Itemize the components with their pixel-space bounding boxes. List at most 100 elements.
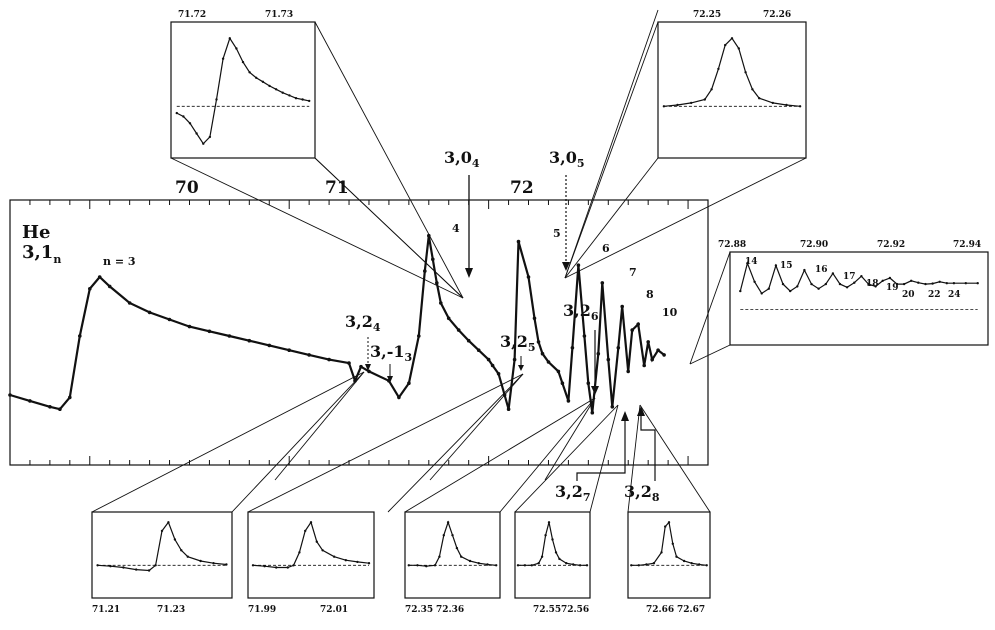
inset-rydberg-point bbox=[860, 275, 863, 278]
inset-rydberg-point bbox=[931, 282, 934, 285]
main-series-point bbox=[516, 239, 521, 244]
inset-3-0-5-point bbox=[785, 103, 788, 107]
resonance-label-3-2-5: 3,25 bbox=[500, 332, 536, 354]
inset-3-2-8-point bbox=[675, 555, 678, 558]
inset-rydberg-point bbox=[881, 279, 884, 282]
rydberg-label-16: 16 bbox=[815, 265, 828, 275]
main-series-point bbox=[662, 353, 666, 357]
arrowhead-3-2-4 bbox=[365, 364, 371, 371]
inset-3-2-5-point bbox=[251, 564, 255, 567]
main-series-point bbox=[267, 343, 272, 348]
main-series-point bbox=[630, 328, 634, 332]
inset-tick-72.90: 72.90 bbox=[800, 240, 828, 250]
inset-rydberg-point bbox=[803, 268, 806, 272]
connector-line bbox=[404, 397, 596, 513]
inset-tick-72.56: 72.56 bbox=[561, 605, 589, 615]
inset-3-2-4-point bbox=[180, 549, 183, 552]
inset-rydberg-point bbox=[746, 262, 749, 265]
arrowhead-3-neg1-3 bbox=[387, 376, 393, 383]
peak-label-7: 7 bbox=[629, 266, 637, 279]
inset-3-0-4-point bbox=[215, 98, 218, 101]
inset-rydberg-point bbox=[976, 282, 979, 285]
inset-3-0-4-point bbox=[175, 111, 178, 115]
main-series-point bbox=[596, 351, 601, 356]
main-series-point bbox=[435, 281, 439, 285]
main-series-point bbox=[610, 405, 615, 409]
inset-tick-71.72: 71.72 bbox=[178, 10, 206, 20]
resonance-label-3-2-7: 3,27 bbox=[555, 482, 591, 504]
resonance-label-3-2-4: 3,24 bbox=[345, 312, 381, 334]
peak-label-6: 6 bbox=[602, 242, 610, 255]
inset-3-0-4-point bbox=[255, 76, 258, 80]
main-series-point bbox=[650, 357, 654, 362]
inset-tick-71.99: 71.99 bbox=[248, 605, 276, 615]
main-series-point bbox=[187, 324, 192, 329]
inset-3-0-4-point bbox=[248, 71, 251, 74]
inset-3-2-5-point bbox=[304, 529, 307, 533]
inset-3-2-4-curve bbox=[97, 521, 227, 572]
inset-3-2-7-point bbox=[516, 564, 520, 567]
inset-3-0-4-point bbox=[202, 142, 205, 145]
connector-line bbox=[564, 21, 659, 279]
connector-line bbox=[689, 251, 731, 365]
inset-3-0-4-point bbox=[241, 60, 245, 64]
inset-3-2-7-point bbox=[530, 564, 533, 567]
connector-line bbox=[247, 373, 524, 513]
arrowhead-3-0-4 bbox=[465, 268, 473, 278]
rydberg-label-14: 14 bbox=[745, 257, 758, 267]
inset-rydberg-point bbox=[774, 264, 778, 267]
rydberg-label-18: 18 bbox=[866, 279, 879, 289]
inset-3-2-8-point bbox=[660, 551, 663, 554]
inset-3-2-4-point bbox=[154, 564, 157, 567]
inset-3-0-5-point bbox=[771, 101, 774, 105]
inset-3-2-5-point bbox=[292, 564, 295, 567]
rydberg-label-15: 15 bbox=[780, 261, 793, 271]
inset-3-2-6-point bbox=[442, 534, 445, 537]
inset-3-2-8-point bbox=[652, 562, 656, 565]
main-series-point bbox=[446, 316, 451, 321]
inset-frame-3-2-5 bbox=[247, 511, 375, 599]
inset-3-2-6-point bbox=[451, 534, 454, 537]
inset-3-0-4-point bbox=[235, 47, 238, 50]
inset-rydberg-point bbox=[739, 289, 742, 293]
inset-rydberg-point bbox=[767, 287, 770, 290]
inset-rydberg-point bbox=[945, 282, 948, 285]
connector-line bbox=[589, 404, 619, 513]
peak-label-4: 4 bbox=[452, 222, 460, 235]
inset-rydberg-point bbox=[753, 280, 756, 283]
main-series-point bbox=[207, 329, 212, 334]
main-series-point bbox=[407, 381, 411, 386]
inset-3-2-4-point bbox=[212, 562, 215, 565]
main-series-point bbox=[526, 275, 531, 279]
main-series-point bbox=[560, 381, 565, 386]
inset-3-0-4-point bbox=[308, 99, 311, 103]
inset-3-2-4-point bbox=[96, 564, 99, 567]
inset-3-2-5-curve bbox=[252, 520, 370, 569]
main-series-point bbox=[227, 334, 232, 338]
inset-3-0-5-point bbox=[662, 105, 666, 108]
inset-3-2-4-point bbox=[135, 568, 138, 571]
connector-line bbox=[387, 373, 524, 513]
inset-3-2-6-point bbox=[495, 564, 498, 567]
inset-3-2-7-point bbox=[547, 521, 551, 524]
inset-rydberg-point bbox=[964, 282, 967, 285]
inset-rydberg-point bbox=[902, 282, 906, 286]
inset-rydberg-point bbox=[838, 282, 842, 286]
inset-3-2-4-point bbox=[186, 555, 189, 558]
peak-label-5: 5 bbox=[553, 227, 561, 240]
inset-rydberg-point bbox=[895, 282, 899, 286]
inset-3-2-4-point bbox=[225, 563, 228, 566]
inset-3-2-6-point bbox=[407, 564, 410, 567]
inset-3-0-5-point bbox=[751, 88, 754, 91]
inset-tick-71.23: 71.23 bbox=[157, 605, 185, 615]
main-series-point bbox=[586, 381, 591, 386]
connector-line bbox=[274, 371, 365, 481]
inset-3-0-5-point bbox=[758, 97, 761, 100]
connector-line bbox=[564, 9, 659, 279]
inset-3-0-4-point bbox=[274, 88, 278, 91]
main-series-point bbox=[626, 369, 630, 374]
main-series-point bbox=[570, 346, 575, 350]
connector-line bbox=[170, 157, 464, 299]
main-ticks bbox=[9, 200, 709, 465]
inset-frame-3-2-8 bbox=[627, 511, 711, 599]
